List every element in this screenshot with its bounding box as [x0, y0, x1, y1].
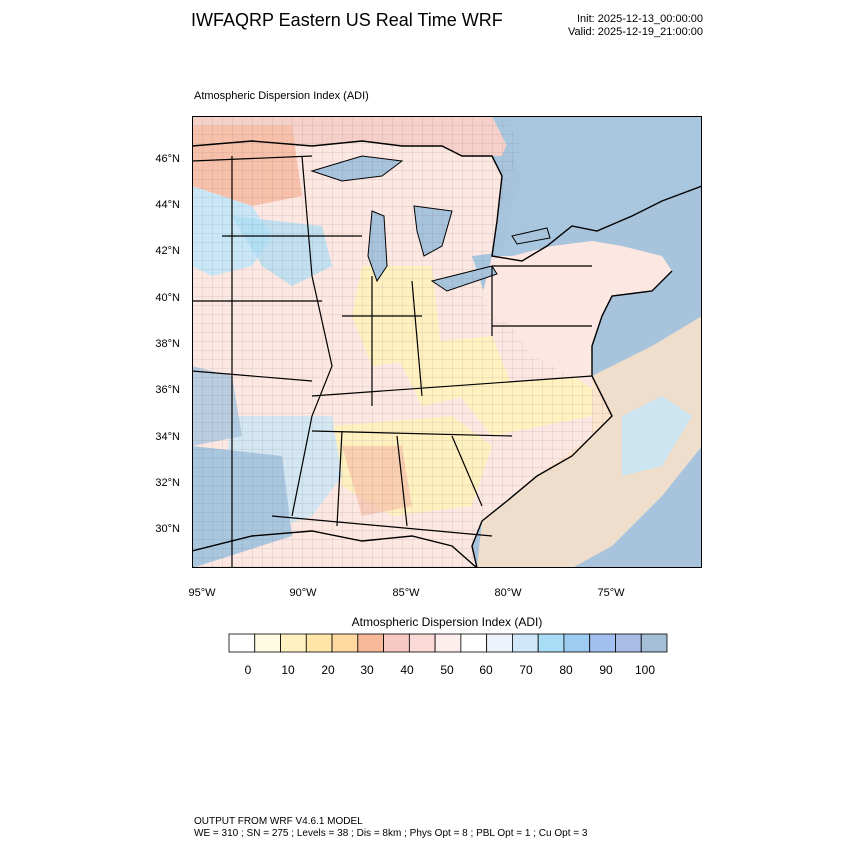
lon-label: 90°W	[289, 587, 317, 599]
lat-label: 42°N	[155, 245, 180, 257]
colorbar-swatch	[254, 633, 281, 653]
valid-time: Valid: 2025-12-19_21:00:00	[568, 26, 703, 38]
colorbar-label: 80	[559, 663, 573, 677]
run-info: Init: 2025-12-13_00:00:00 Valid: 2025-12…	[520, 13, 703, 39]
atlantic-plume	[477, 316, 702, 568]
chart-title: IWFAQRP Eastern US Real Time WRF	[191, 10, 503, 30]
colorbar-swatch	[615, 633, 642, 653]
colorbar-swatch	[331, 633, 359, 653]
colorbar-swatch	[460, 633, 488, 653]
colorbar	[228, 633, 668, 653]
colorbar-swatch	[537, 633, 565, 653]
lat-label: 32°N	[155, 477, 180, 489]
colorbar-label: 60	[479, 663, 493, 677]
lon-label: 95°W	[188, 587, 216, 599]
colorbar-swatch	[640, 633, 668, 653]
colorbar-label: 40	[400, 663, 414, 677]
colorbar-swatch	[486, 633, 513, 653]
colorbar-swatch	[512, 633, 539, 653]
colorbar-swatch	[434, 633, 462, 653]
colorbar-swatch	[383, 633, 410, 653]
lat-label: 40°N	[155, 292, 180, 304]
colorbar-label: 70	[519, 663, 533, 677]
init-time: Init: 2025-12-13_00:00:00	[577, 13, 703, 25]
lat-label: 30°N	[155, 523, 180, 535]
colorbar-label: 90	[599, 663, 613, 677]
canada-border	[192, 140, 702, 262]
footer-line-1: OUTPUT FROM WRF V4.6.1 MODEL	[194, 816, 363, 827]
colorbar-swatch	[589, 633, 616, 653]
lat-label: 38°N	[155, 338, 180, 350]
lon-label: 75°W	[597, 587, 625, 599]
colorbar-swatch	[305, 633, 333, 653]
canada-east-land	[492, 116, 702, 261]
colorbar-label: 10	[281, 663, 295, 677]
footer-line-2: WE = 310 ; SN = 275 ; Levels = 38 ; Dis …	[194, 828, 588, 839]
lon-label: 85°W	[392, 587, 420, 599]
colorbar-swatch	[563, 633, 591, 653]
plot-label: Atmospheric Dispersion Index (ADI)	[194, 90, 369, 102]
atlantic-coastline	[471, 270, 673, 568]
colorbar-swatch	[228, 633, 256, 653]
atlantic-plume-blue	[622, 396, 692, 476]
lat-label: 44°N	[155, 199, 180, 211]
colorbar-label: 100	[634, 663, 656, 677]
colorbar-label: 20	[321, 663, 335, 677]
state-boundaries	[192, 155, 593, 568]
lake-ontario	[511, 227, 551, 245]
model-footer: OUTPUT FROM WRF V4.6.1 MODEL WE = 310 ; …	[194, 816, 587, 840]
adi-map	[192, 116, 702, 568]
colorbar-title: Atmospheric Dispersion Index (ADI)	[351, 615, 543, 629]
colorbar-label: 50	[440, 663, 454, 677]
colorbar-swatch	[280, 633, 307, 653]
lon-label: 80°W	[494, 587, 522, 599]
gulf-coastline	[192, 530, 478, 568]
lat-label: 36°N	[155, 384, 180, 396]
lat-label: 34°N	[155, 431, 180, 443]
colorbar-label: 0	[244, 663, 252, 677]
map-border	[192, 116, 702, 568]
colorbar-swatch	[357, 633, 384, 653]
lat-label: 46°N	[155, 153, 180, 165]
colorbar-label: 30	[360, 663, 374, 677]
colorbar-swatch	[408, 633, 436, 653]
